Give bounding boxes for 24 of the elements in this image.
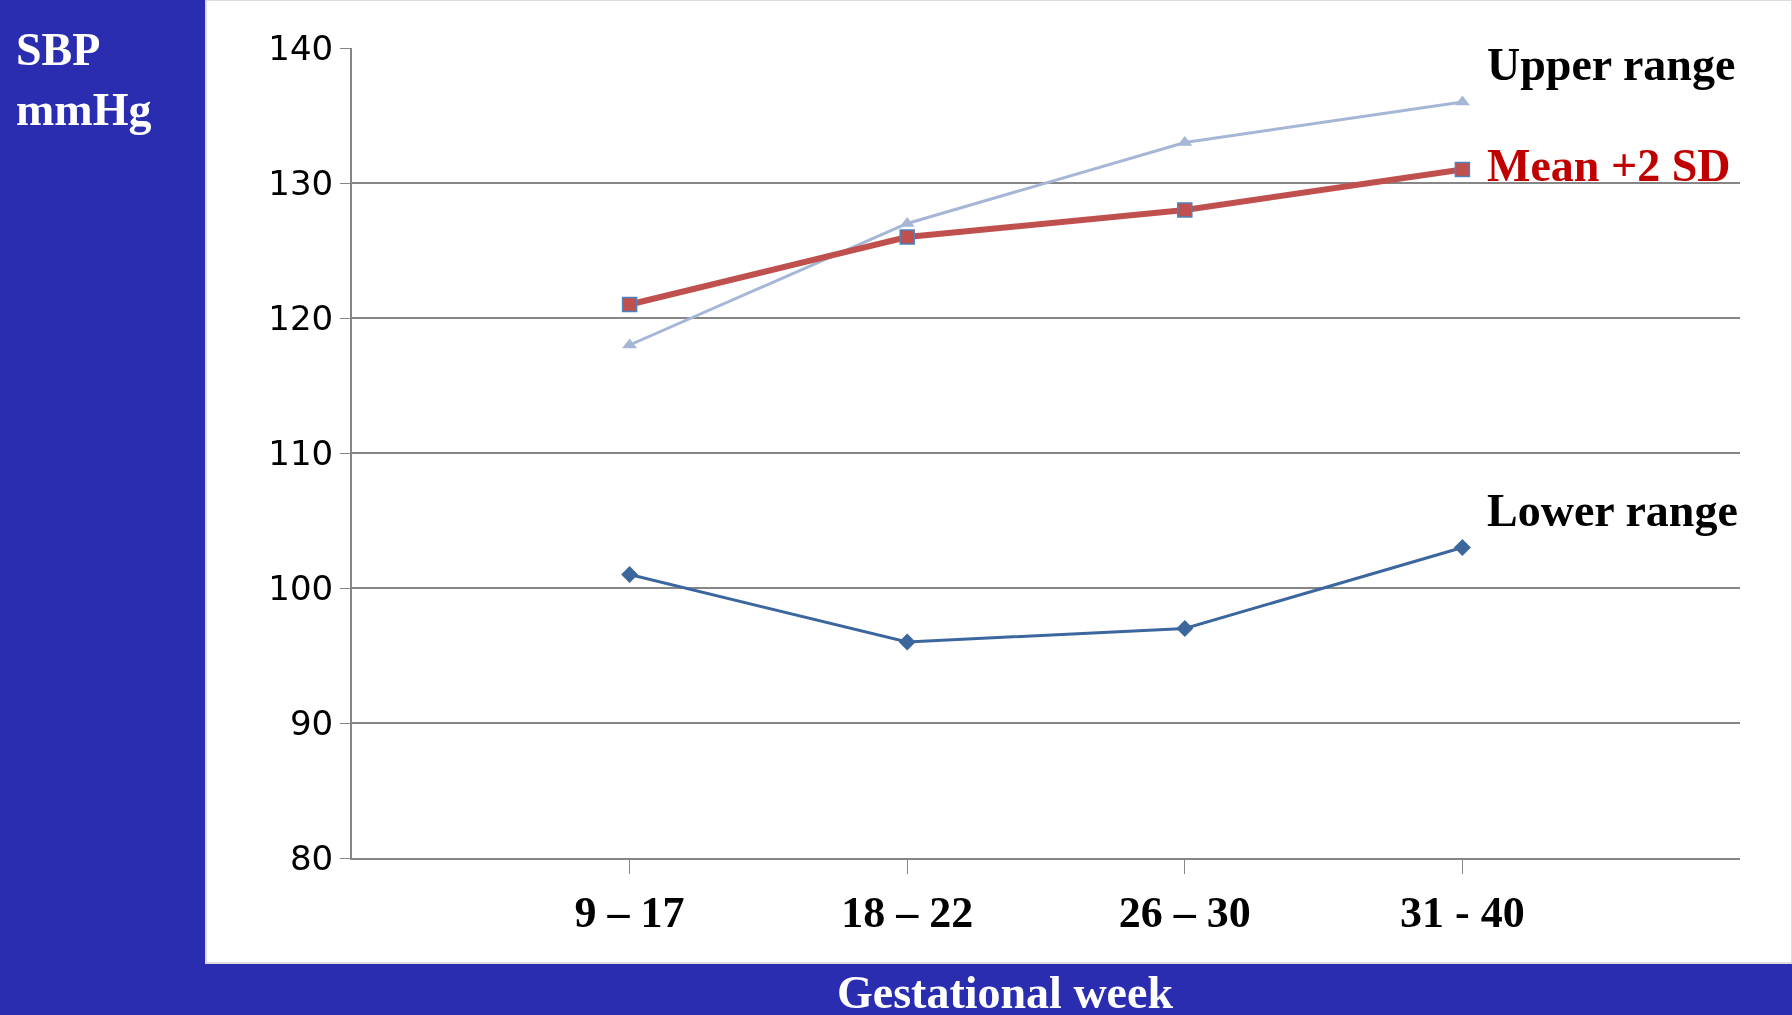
y-tick-label: 80 [289, 837, 334, 878]
y-axis-title: SBP mmHg [16, 24, 152, 135]
x-tick-label: 9 – 17 [574, 887, 685, 937]
x-tick-label: 18 – 22 [841, 887, 974, 937]
x-axis-title: Gestational week [837, 967, 1174, 1015]
point [1176, 620, 1194, 637]
point [898, 633, 916, 651]
point [1454, 161, 1471, 178]
x-tick-label: 26 – 30 [1118, 887, 1251, 937]
y-tick-label: 90 [289, 702, 334, 743]
point [1177, 202, 1193, 218]
y-tick-label: 140 [268, 27, 334, 68]
series-label: Lower range [1487, 485, 1738, 536]
y-tick-label: 120 [268, 297, 334, 338]
point [621, 566, 639, 583]
point [899, 229, 915, 245]
point [1453, 539, 1471, 556]
y-tick-label: 100 [268, 567, 334, 608]
point [621, 296, 638, 313]
series-label: Mean +2 SD [1487, 140, 1731, 191]
y-tick-label: 130 [268, 162, 334, 203]
y-tick-label: 110 [268, 432, 334, 473]
series-label: Upper range [1487, 39, 1736, 90]
x-tick-label: 31 - 40 [1400, 887, 1525, 937]
